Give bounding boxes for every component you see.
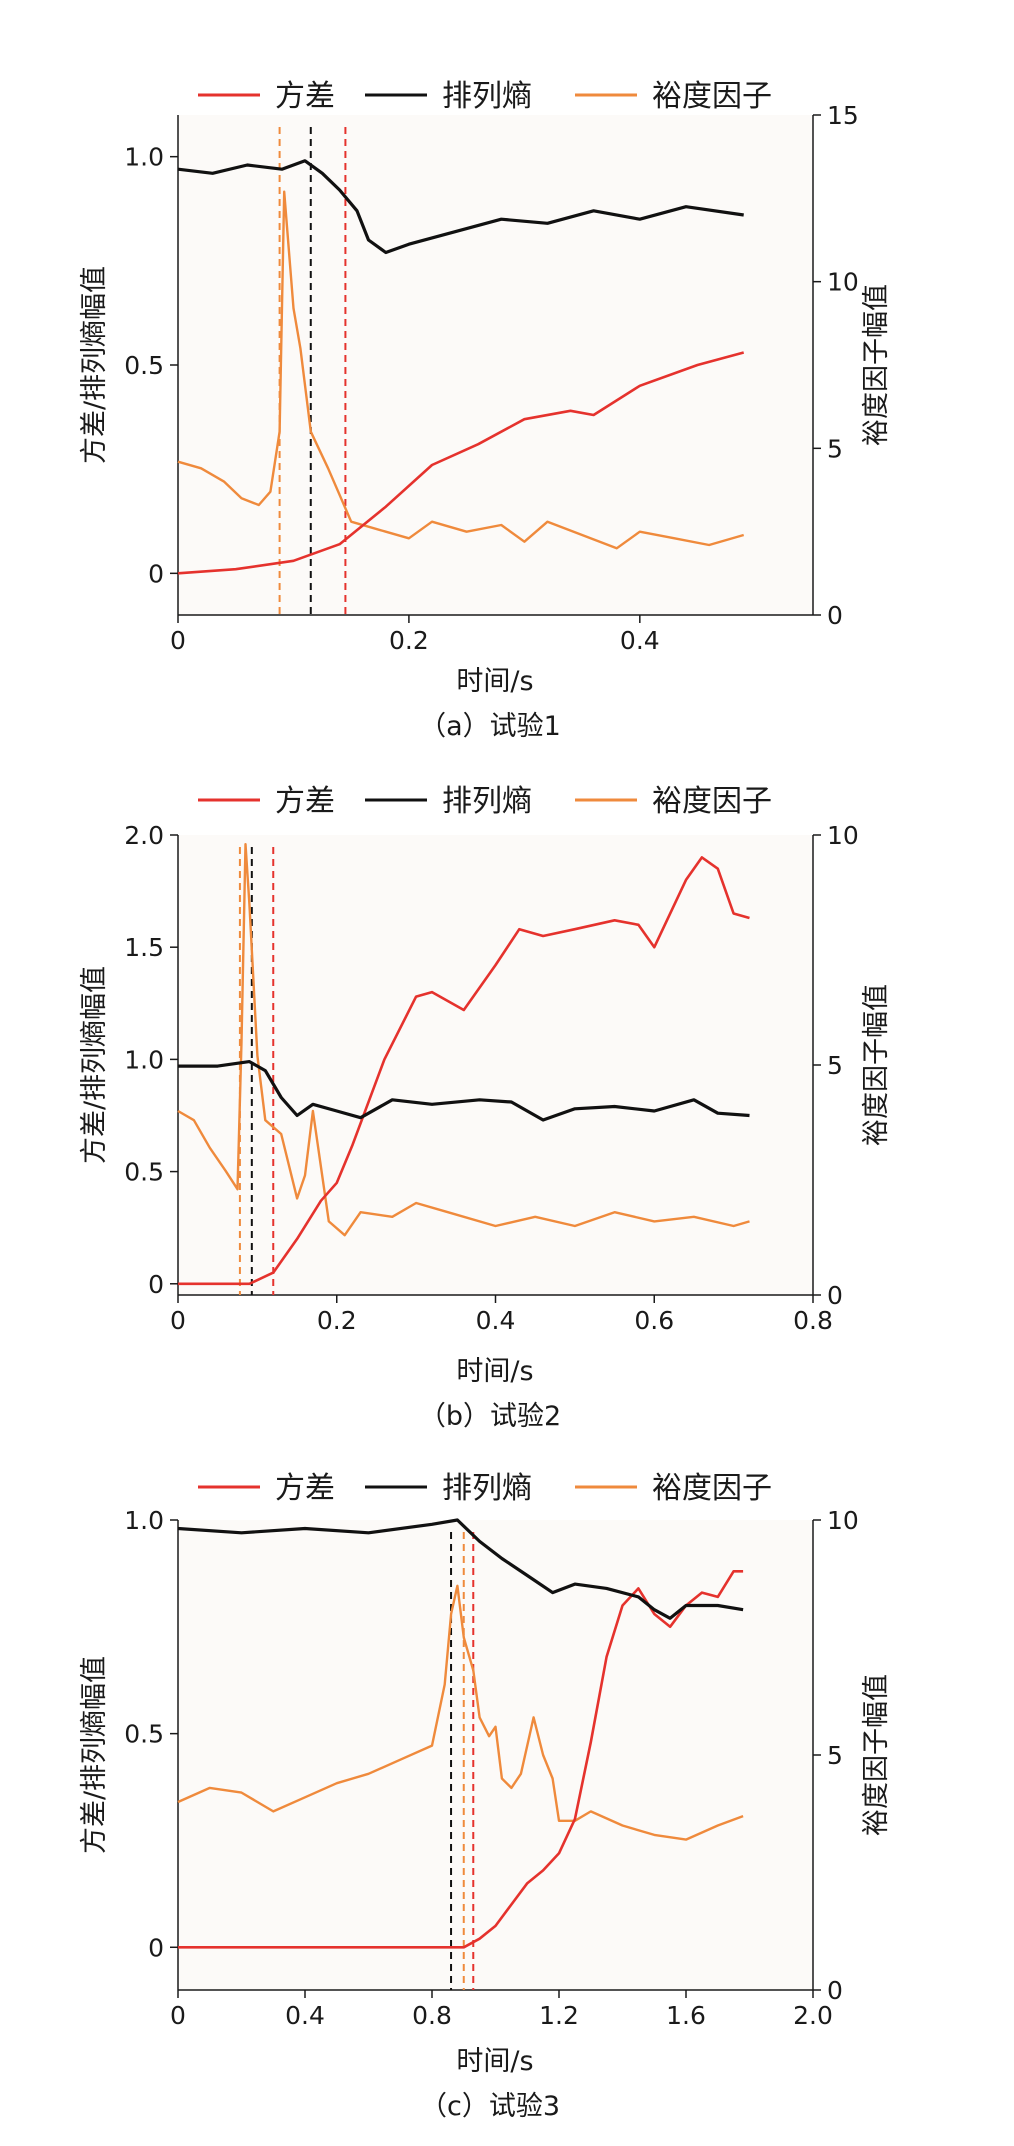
- series-a: [177, 159, 745, 575]
- legend-label-margin: 裕度因子: [652, 1471, 772, 1506]
- y-left-tick-label: 0: [148, 1933, 164, 1962]
- plot-background-a: [178, 115, 813, 615]
- x-tick-label: 0.4: [620, 626, 660, 655]
- permutation-entropy-line: [177, 1518, 744, 1620]
- y-left-tick-label: 0: [148, 1270, 164, 1299]
- y-left-tick-label: 1.0: [124, 143, 164, 172]
- markers-c: [450, 1532, 475, 1990]
- variance-line: [178, 1570, 744, 1949]
- y-right-tick-label: 5: [827, 434, 843, 463]
- y-right-tick-label: 10: [827, 821, 859, 850]
- y-right-tick-label: 0: [827, 1976, 843, 2005]
- legend-a: 方差 排列熵 裕度因子: [198, 79, 772, 114]
- legend-b: 方差 排列熵 裕度因子: [198, 784, 772, 819]
- x-tick-label: 2.0: [793, 2001, 833, 2030]
- x-tick-label: 0.4: [285, 2001, 325, 2030]
- series-c: [177, 1518, 744, 1949]
- x-label-c: 时间/s: [456, 2046, 533, 2077]
- y-right-tick-label: 5: [827, 1741, 843, 1770]
- series-b: [177, 843, 750, 1286]
- ticks-a: 0 0.2 0.4 0 0.5 1.0 0 5 10 15: [124, 101, 859, 655]
- legend-label-variance: 方差: [275, 79, 335, 114]
- legend-label-variance: 方差: [275, 784, 335, 819]
- permutation-entropy-line: [178, 1059, 750, 1122]
- legend-label-margin: 裕度因子: [652, 784, 772, 819]
- margin-factor-line: [177, 1584, 744, 1841]
- y-left-tick-label: 0.5: [124, 351, 164, 380]
- x-label-a: 时间/s: [456, 666, 533, 697]
- y-left-tick-label: 0: [148, 559, 164, 588]
- legend-label-entropy: 排列熵: [442, 784, 532, 819]
- y-label-right-c: 裕度因子幅值: [861, 1674, 892, 1836]
- y-right-tick-label: 15: [827, 101, 859, 130]
- caption-c: （c）试验3: [420, 2091, 560, 2122]
- legend-label-variance: 方差: [275, 1471, 335, 1506]
- y-left-tick-label: 1.0: [124, 1045, 164, 1074]
- margin-factor-line: [177, 843, 750, 1237]
- x-tick-label: 0: [170, 1306, 186, 1335]
- plot-background-c: [178, 1520, 813, 1990]
- x-tick-label: 1.2: [539, 2001, 579, 2030]
- x-label-b: 时间/s: [456, 1356, 533, 1387]
- x-tick-label: 0.8: [793, 1306, 833, 1335]
- variance-line: [178, 856, 750, 1286]
- x-tick-label: 0: [170, 626, 186, 655]
- x-tick-label: 0: [170, 2001, 186, 2030]
- panel-a: 方差 排列熵 裕度因子 0 0.2 0.4 0 0.5 1.0 0 5 10 15 方差/排列熵幅…: [79, 79, 892, 742]
- y-label-left-a: 方差/排列熵幅值: [79, 266, 110, 464]
- y-right-tick-label: 10: [827, 1506, 859, 1535]
- y-left-tick-label: 2.0: [124, 821, 164, 850]
- caption-a: （a）试验1: [419, 711, 561, 742]
- y-right-tick-label: 0: [827, 601, 843, 630]
- y-left-tick-label: 1.0: [124, 1506, 164, 1535]
- legend-label-margin: 裕度因子: [652, 79, 772, 114]
- margin-factor-line: [177, 190, 745, 550]
- y-left-tick-label: 0.5: [124, 1158, 164, 1187]
- markers-b: [238, 847, 275, 1295]
- x-tick-label: 0.2: [389, 626, 429, 655]
- plot-background-b: [178, 835, 813, 1295]
- panel-b: 方差 排列熵 裕度因子 0 0.2 0.4 0.6 0.800.51.01.52.005…: [79, 784, 892, 1432]
- y-left-tick-label: 0.5: [124, 1720, 164, 1749]
- x-tick-label: 0.6: [634, 1306, 674, 1335]
- y-right-tick-label: 5: [827, 1051, 843, 1080]
- x-tick-label: 0.8: [412, 2001, 452, 2030]
- y-label-left-c: 方差/排列熵幅值: [79, 1656, 110, 1854]
- legend-c: 方差 排列熵 裕度因子: [198, 1471, 772, 1506]
- legend-label-entropy: 排列熵: [442, 1471, 532, 1506]
- y-right-tick-label: 0: [827, 1281, 843, 1310]
- y-label-right-a: 裕度因子幅值: [861, 284, 892, 446]
- legend-label-entropy: 排列熵: [442, 79, 532, 114]
- caption-b: （b）试验2: [419, 1401, 561, 1432]
- y-label-right-b: 裕度因子幅值: [861, 984, 892, 1146]
- x-tick-label: 0.4: [476, 1306, 516, 1335]
- x-tick-label: 0.2: [317, 1306, 357, 1335]
- variance-line: [177, 351, 745, 575]
- y-left-tick-label: 1.5: [124, 933, 164, 962]
- permutation-entropy-line: [177, 159, 744, 255]
- x-tick-label: 1.6: [666, 2001, 706, 2030]
- y-right-tick-label: 10: [827, 268, 859, 297]
- panel-c: 方差 排列熵 裕度因子 0 0.4 0.8 1.2 1.6 2.000.51.00510 …: [79, 1471, 892, 2122]
- y-label-left-b: 方差/排列熵幅值: [79, 966, 110, 1164]
